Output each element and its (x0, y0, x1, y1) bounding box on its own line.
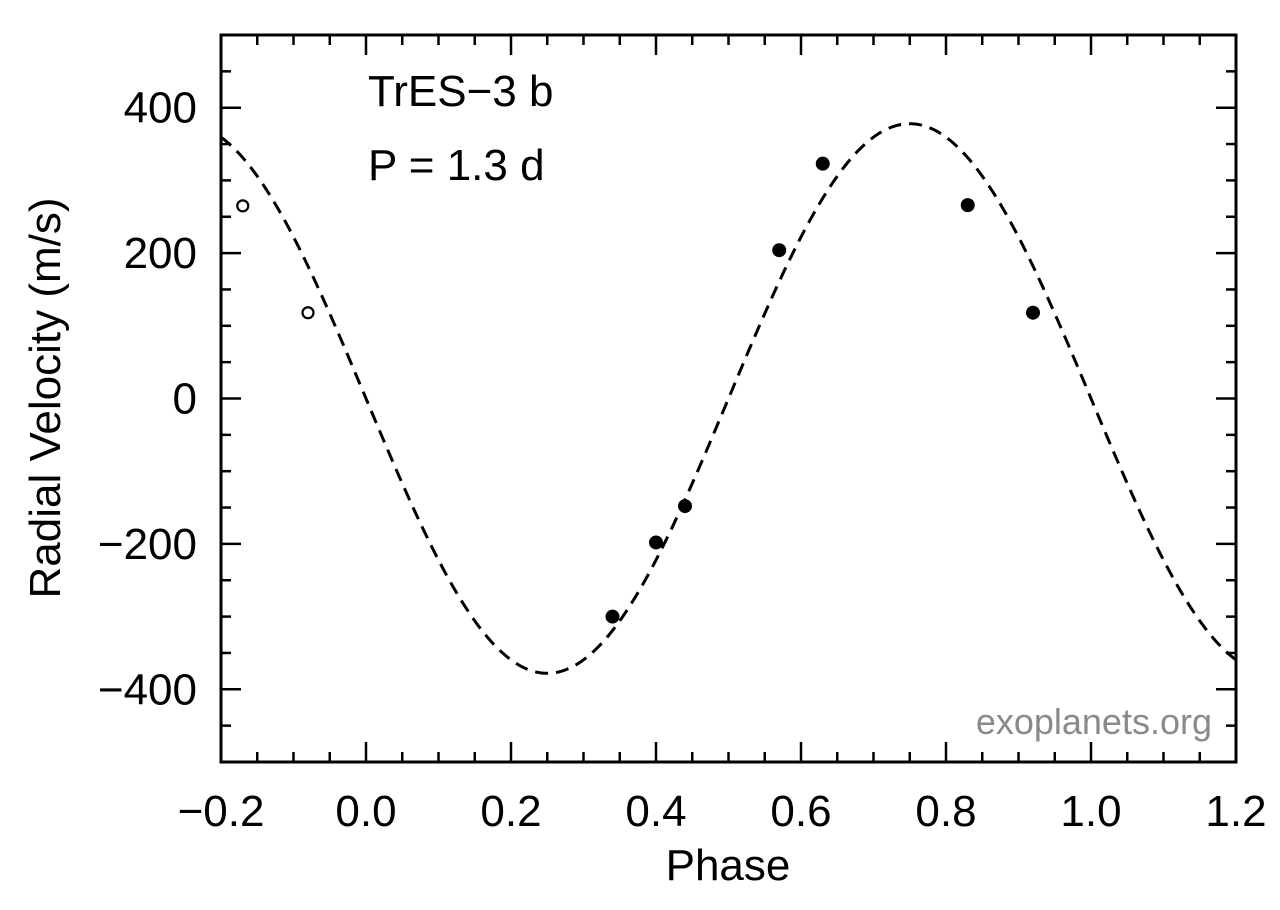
data-point-filled (678, 499, 692, 514)
y-axis-title: Radial Velocity (m/s) (21, 197, 70, 598)
data-point-filled (649, 535, 663, 550)
model-curve-line (221, 122, 1236, 675)
x-tick-label: 1.2 (1205, 787, 1266, 836)
period-annotation: P = 1.3 d (368, 141, 545, 190)
y-tick-label: 0 (173, 375, 197, 424)
data-point-filled (772, 243, 787, 258)
x-tick-label: 0.2 (480, 787, 541, 836)
watermark-text: exoplanets.org (976, 701, 1212, 742)
y-tick-labels: −400 −200 0 200 400 (98, 84, 197, 715)
data-point-filled (605, 609, 620, 624)
data-point-filled (1026, 305, 1040, 320)
x-tick-label: −0.2 (178, 787, 265, 836)
y-tick-label: −200 (98, 520, 197, 569)
x-tick-label: 0.8 (915, 787, 976, 836)
planet-name-annotation: TrES−3 b (368, 67, 553, 116)
data-points (236, 156, 1040, 624)
x-tick-label: 0.0 (335, 787, 396, 836)
y-tick-label: 400 (124, 84, 197, 133)
axis-ticks (219, 33, 1238, 764)
x-tick-label: 0.6 (770, 787, 831, 836)
x-tick-label: 1.0 (1060, 787, 1121, 836)
plot-frame (219, 33, 1238, 764)
y-tick-label: −400 (98, 665, 197, 714)
data-point-open (236, 199, 250, 213)
x-axis-title: Phase (666, 841, 791, 890)
data-point-filled (960, 198, 975, 213)
data-point-filled (815, 156, 830, 171)
data-point-open (301, 306, 315, 320)
y-tick-label: 200 (124, 229, 197, 278)
x-tick-label: 0.4 (625, 787, 686, 836)
x-tick-labels: −0.2 0.0 0.2 0.4 0.6 0.8 1.0 1.2 (178, 787, 1267, 836)
